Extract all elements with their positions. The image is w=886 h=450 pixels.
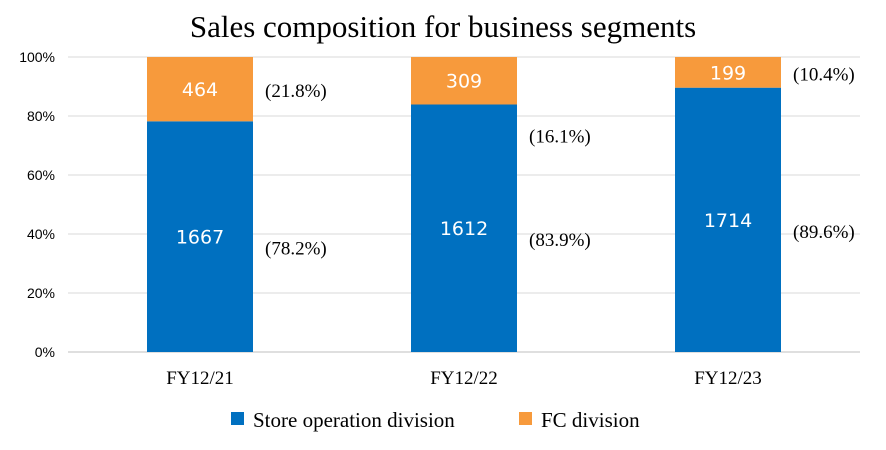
- y-tick-label: 20%: [27, 285, 55, 301]
- y-tick-label: 80%: [27, 108, 55, 124]
- legend: Store operation division FC division: [231, 408, 640, 432]
- x-tick-label: FY12/21: [166, 368, 234, 389]
- legend-label-store-operation: Store operation division: [253, 408, 455, 432]
- percent-label-fc-division: (21.8%): [265, 81, 327, 102]
- legend-swatch-fc-division: [519, 412, 532, 425]
- percent-label-fc-division: (16.1%): [529, 126, 591, 147]
- legend-label-fc-division: FC division: [541, 408, 640, 432]
- bar-segment-store-operation: [147, 121, 253, 352]
- bars: 1667 (78.2%) 464 (21.8%) 1612 (83.9%) 309 (16.1…: [147, 57, 855, 353]
- y-tick-label: 0%: [35, 344, 55, 360]
- y-tick-label: 60%: [27, 167, 55, 183]
- x-axis-ticks: FY12/21 FY12/22 FY12/23: [166, 368, 762, 389]
- legend-swatch-store-operation: [231, 412, 244, 425]
- bar-value-label-store-operation: 1667: [176, 227, 224, 249]
- y-tick-label: 100%: [19, 49, 55, 65]
- y-axis-ticks: 0% 20% 40% 60% 80% 100%: [19, 49, 55, 360]
- percent-label-store-operation: (83.9%): [529, 230, 591, 251]
- chart-title: Sales composition for business segments: [190, 9, 696, 44]
- percent-label-store-operation: (89.6%): [793, 222, 855, 243]
- bar-value-label-fc-division: 309: [446, 71, 482, 93]
- bar-segment-fc-division: [675, 57, 781, 88]
- bar-segment-fc-division: [411, 57, 517, 105]
- bar-value-label-fc-division: 464: [182, 79, 218, 101]
- bar-segment-store-operation: [675, 87, 781, 353]
- bar-value-label-store-operation: 1714: [704, 210, 752, 232]
- bar-segment-store-operation: [411, 104, 517, 353]
- x-tick-label: FY12/23: [694, 368, 762, 389]
- bar-value-label-store-operation: 1612: [440, 218, 488, 240]
- percent-label-store-operation: (78.2%): [265, 239, 327, 260]
- y-tick-label: 40%: [27, 226, 55, 242]
- percent-label-fc-division: (10.4%): [793, 64, 855, 85]
- bar-value-label-fc-division: 199: [710, 62, 746, 84]
- bar-segment-fc-division: [147, 57, 253, 122]
- x-tick-label: FY12/22: [430, 368, 498, 389]
